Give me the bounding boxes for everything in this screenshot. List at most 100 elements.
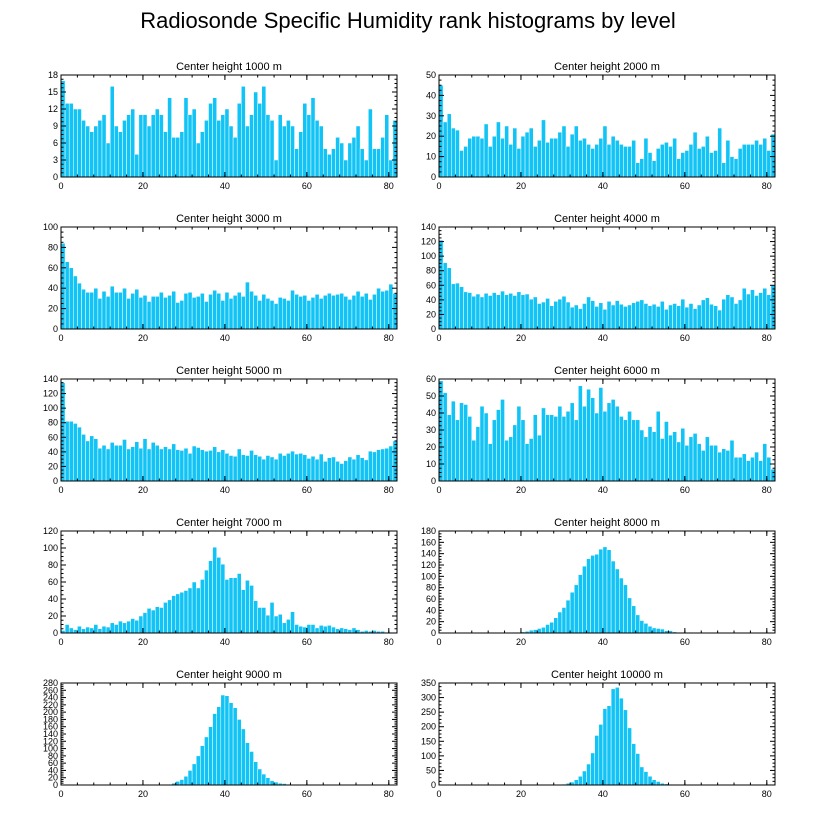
bar <box>81 628 86 634</box>
bar <box>532 629 538 634</box>
bar <box>286 453 291 482</box>
y-tick-label: 200 <box>43 707 58 717</box>
bar <box>314 120 320 178</box>
bar <box>442 262 448 330</box>
bar <box>660 144 665 178</box>
y-tick-label: 350 <box>421 678 436 688</box>
bar <box>290 289 295 330</box>
bar <box>459 286 464 330</box>
bar <box>471 439 477 482</box>
bar <box>541 627 546 634</box>
bar <box>368 299 373 330</box>
bar <box>700 299 706 330</box>
bar <box>109 442 115 482</box>
x-tick-label: 0 <box>58 485 63 495</box>
x-tick-label: 60 <box>302 181 312 191</box>
y-tick-label: 60 <box>48 577 58 587</box>
panel-title: Center height 1000 m <box>176 61 282 73</box>
bar <box>134 288 140 330</box>
bar <box>261 773 267 786</box>
bar <box>606 402 612 482</box>
bar <box>122 439 127 482</box>
bar <box>754 295 759 330</box>
bar <box>245 125 250 178</box>
y-tick-label: 80 <box>48 560 58 570</box>
bar <box>191 108 197 178</box>
bar <box>232 707 238 786</box>
bar <box>512 127 518 178</box>
bar <box>475 135 481 178</box>
bar <box>204 120 209 178</box>
figure-title: Radiosonde Specific Humidity rank histog… <box>140 8 676 33</box>
bar <box>565 599 571 634</box>
bar <box>101 625 107 634</box>
bar <box>64 421 70 482</box>
panel-title: Center height 2000 m <box>554 61 660 73</box>
bar <box>610 560 616 634</box>
y-tick-label: 20 <box>48 611 58 621</box>
y-tick-label: 100 <box>43 403 58 413</box>
bar <box>191 581 197 634</box>
bar <box>269 602 275 634</box>
bar <box>195 447 201 482</box>
bar <box>179 591 185 634</box>
bar <box>561 416 567 482</box>
bar <box>475 293 481 330</box>
bar <box>446 267 452 330</box>
y-tick-label: 40 <box>426 295 436 305</box>
bar <box>191 763 197 786</box>
bar <box>286 120 291 178</box>
bar <box>705 297 710 330</box>
bar <box>717 127 722 178</box>
bar <box>684 150 690 178</box>
bar <box>623 584 628 634</box>
bar <box>73 423 78 482</box>
bar <box>282 125 287 178</box>
bar <box>627 146 632 178</box>
bar <box>171 137 176 178</box>
y-tick-label: 20 <box>426 442 436 452</box>
bar <box>257 103 263 178</box>
bar <box>668 304 673 330</box>
x-tick-label: 0 <box>58 333 63 343</box>
bar <box>322 295 328 330</box>
y-tick-label: 40 <box>48 447 58 457</box>
bar <box>191 445 197 482</box>
y-tick-label: 40 <box>426 605 436 615</box>
bar <box>496 121 501 178</box>
bar <box>614 140 620 178</box>
y-tick-label: 60 <box>48 263 58 273</box>
bar <box>93 287 99 330</box>
bar <box>372 294 377 330</box>
bar <box>614 687 620 786</box>
y-tick-label: 280 <box>43 678 58 688</box>
bar <box>126 114 131 178</box>
bar <box>343 628 349 634</box>
x-tick-label: 60 <box>302 789 312 799</box>
x-tick-label: 0 <box>436 789 441 799</box>
bar <box>163 446 168 482</box>
bar <box>245 281 250 330</box>
bar <box>483 293 489 330</box>
bar <box>93 125 99 178</box>
bar <box>388 159 394 178</box>
bar <box>93 624 99 634</box>
bar <box>273 303 279 330</box>
bar <box>363 293 369 330</box>
bar <box>602 309 608 330</box>
bar <box>306 300 312 330</box>
bar <box>643 303 649 330</box>
y-tick-label: 60 <box>48 758 58 768</box>
bar <box>212 97 217 178</box>
bar <box>762 287 768 330</box>
y-tick-label: 0 <box>53 628 58 638</box>
bar <box>265 455 271 482</box>
bar <box>631 419 636 482</box>
bar <box>109 285 115 330</box>
bar <box>614 300 620 330</box>
bar <box>721 162 727 178</box>
x-tick-label: 20 <box>516 637 526 647</box>
bar <box>442 121 448 178</box>
bar <box>729 439 735 482</box>
bar <box>721 298 727 330</box>
